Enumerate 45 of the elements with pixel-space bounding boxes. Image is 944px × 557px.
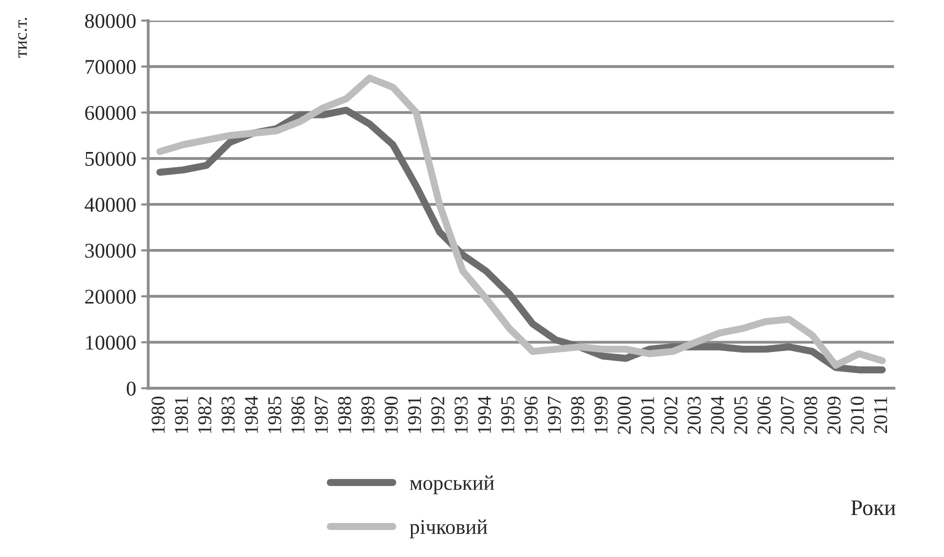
x-tick-label: 1996: [524, 396, 538, 434]
x-tick-label: 2007: [780, 396, 794, 434]
x-tick-label: 1995: [501, 396, 514, 434]
y-tick-label: 80000: [85, 14, 136, 28]
x-tick-label: 2010: [850, 396, 864, 434]
x-tick-label: 1998: [571, 396, 584, 434]
x-tick-label: 2009: [827, 396, 841, 434]
x-tick-label: 2001: [641, 397, 654, 434]
y-tick-label: 30000: [85, 244, 136, 258]
legend-label: морський: [410, 476, 494, 494]
x-tick-label: 2006: [758, 396, 771, 434]
x-tick-label: 1980: [152, 396, 165, 434]
y-tick-label: 20000: [85, 290, 136, 304]
y-tick-label: 10000: [86, 336, 136, 350]
x-tick-label: 1982: [198, 396, 212, 434]
x-tick-label: 1991: [408, 397, 422, 434]
x-tick-label: 2005: [734, 396, 748, 434]
legend-label: річковий: [410, 520, 488, 538]
y-axis-title: тис.т.: [18, 18, 27, 58]
x-tick-label: 1999: [594, 396, 608, 434]
x-tick-label: 1992: [431, 396, 444, 434]
y-tick-label: 60000: [85, 106, 136, 120]
y-tick-label: 50000: [86, 152, 136, 166]
x-tick-label: 2002: [664, 396, 678, 434]
x-tick-label: 1997: [548, 396, 561, 434]
x-tick-label: 2000: [618, 396, 631, 434]
y-tick-label: 40000: [84, 198, 136, 212]
y-tick-label: 70000: [86, 60, 136, 74]
x-axis-title: Роки: [851, 500, 896, 516]
x-tick-label: 1989: [361, 396, 374, 434]
x-tick-label: 1986: [291, 396, 305, 434]
x-tick-label: 1983: [222, 396, 235, 434]
x-tick-label: 1984: [244, 396, 258, 434]
x-tick-label: 1988: [338, 396, 352, 434]
x-tick-label: 1985: [268, 396, 282, 434]
x-tick-label: 2011: [874, 397, 888, 434]
x-tick-label: 2004: [710, 396, 724, 434]
x-tick-label: 2008: [804, 396, 818, 434]
x-tick-label: 2003: [688, 396, 701, 434]
x-tick-label: 1994: [478, 396, 491, 434]
x-tick-label: 1990: [384, 396, 398, 434]
x-tick-label: 1981: [174, 397, 188, 434]
x-tick-label: 1993: [454, 396, 468, 434]
x-tick-label: 1987: [314, 396, 328, 434]
y-tick-label: 0: [126, 382, 136, 396]
